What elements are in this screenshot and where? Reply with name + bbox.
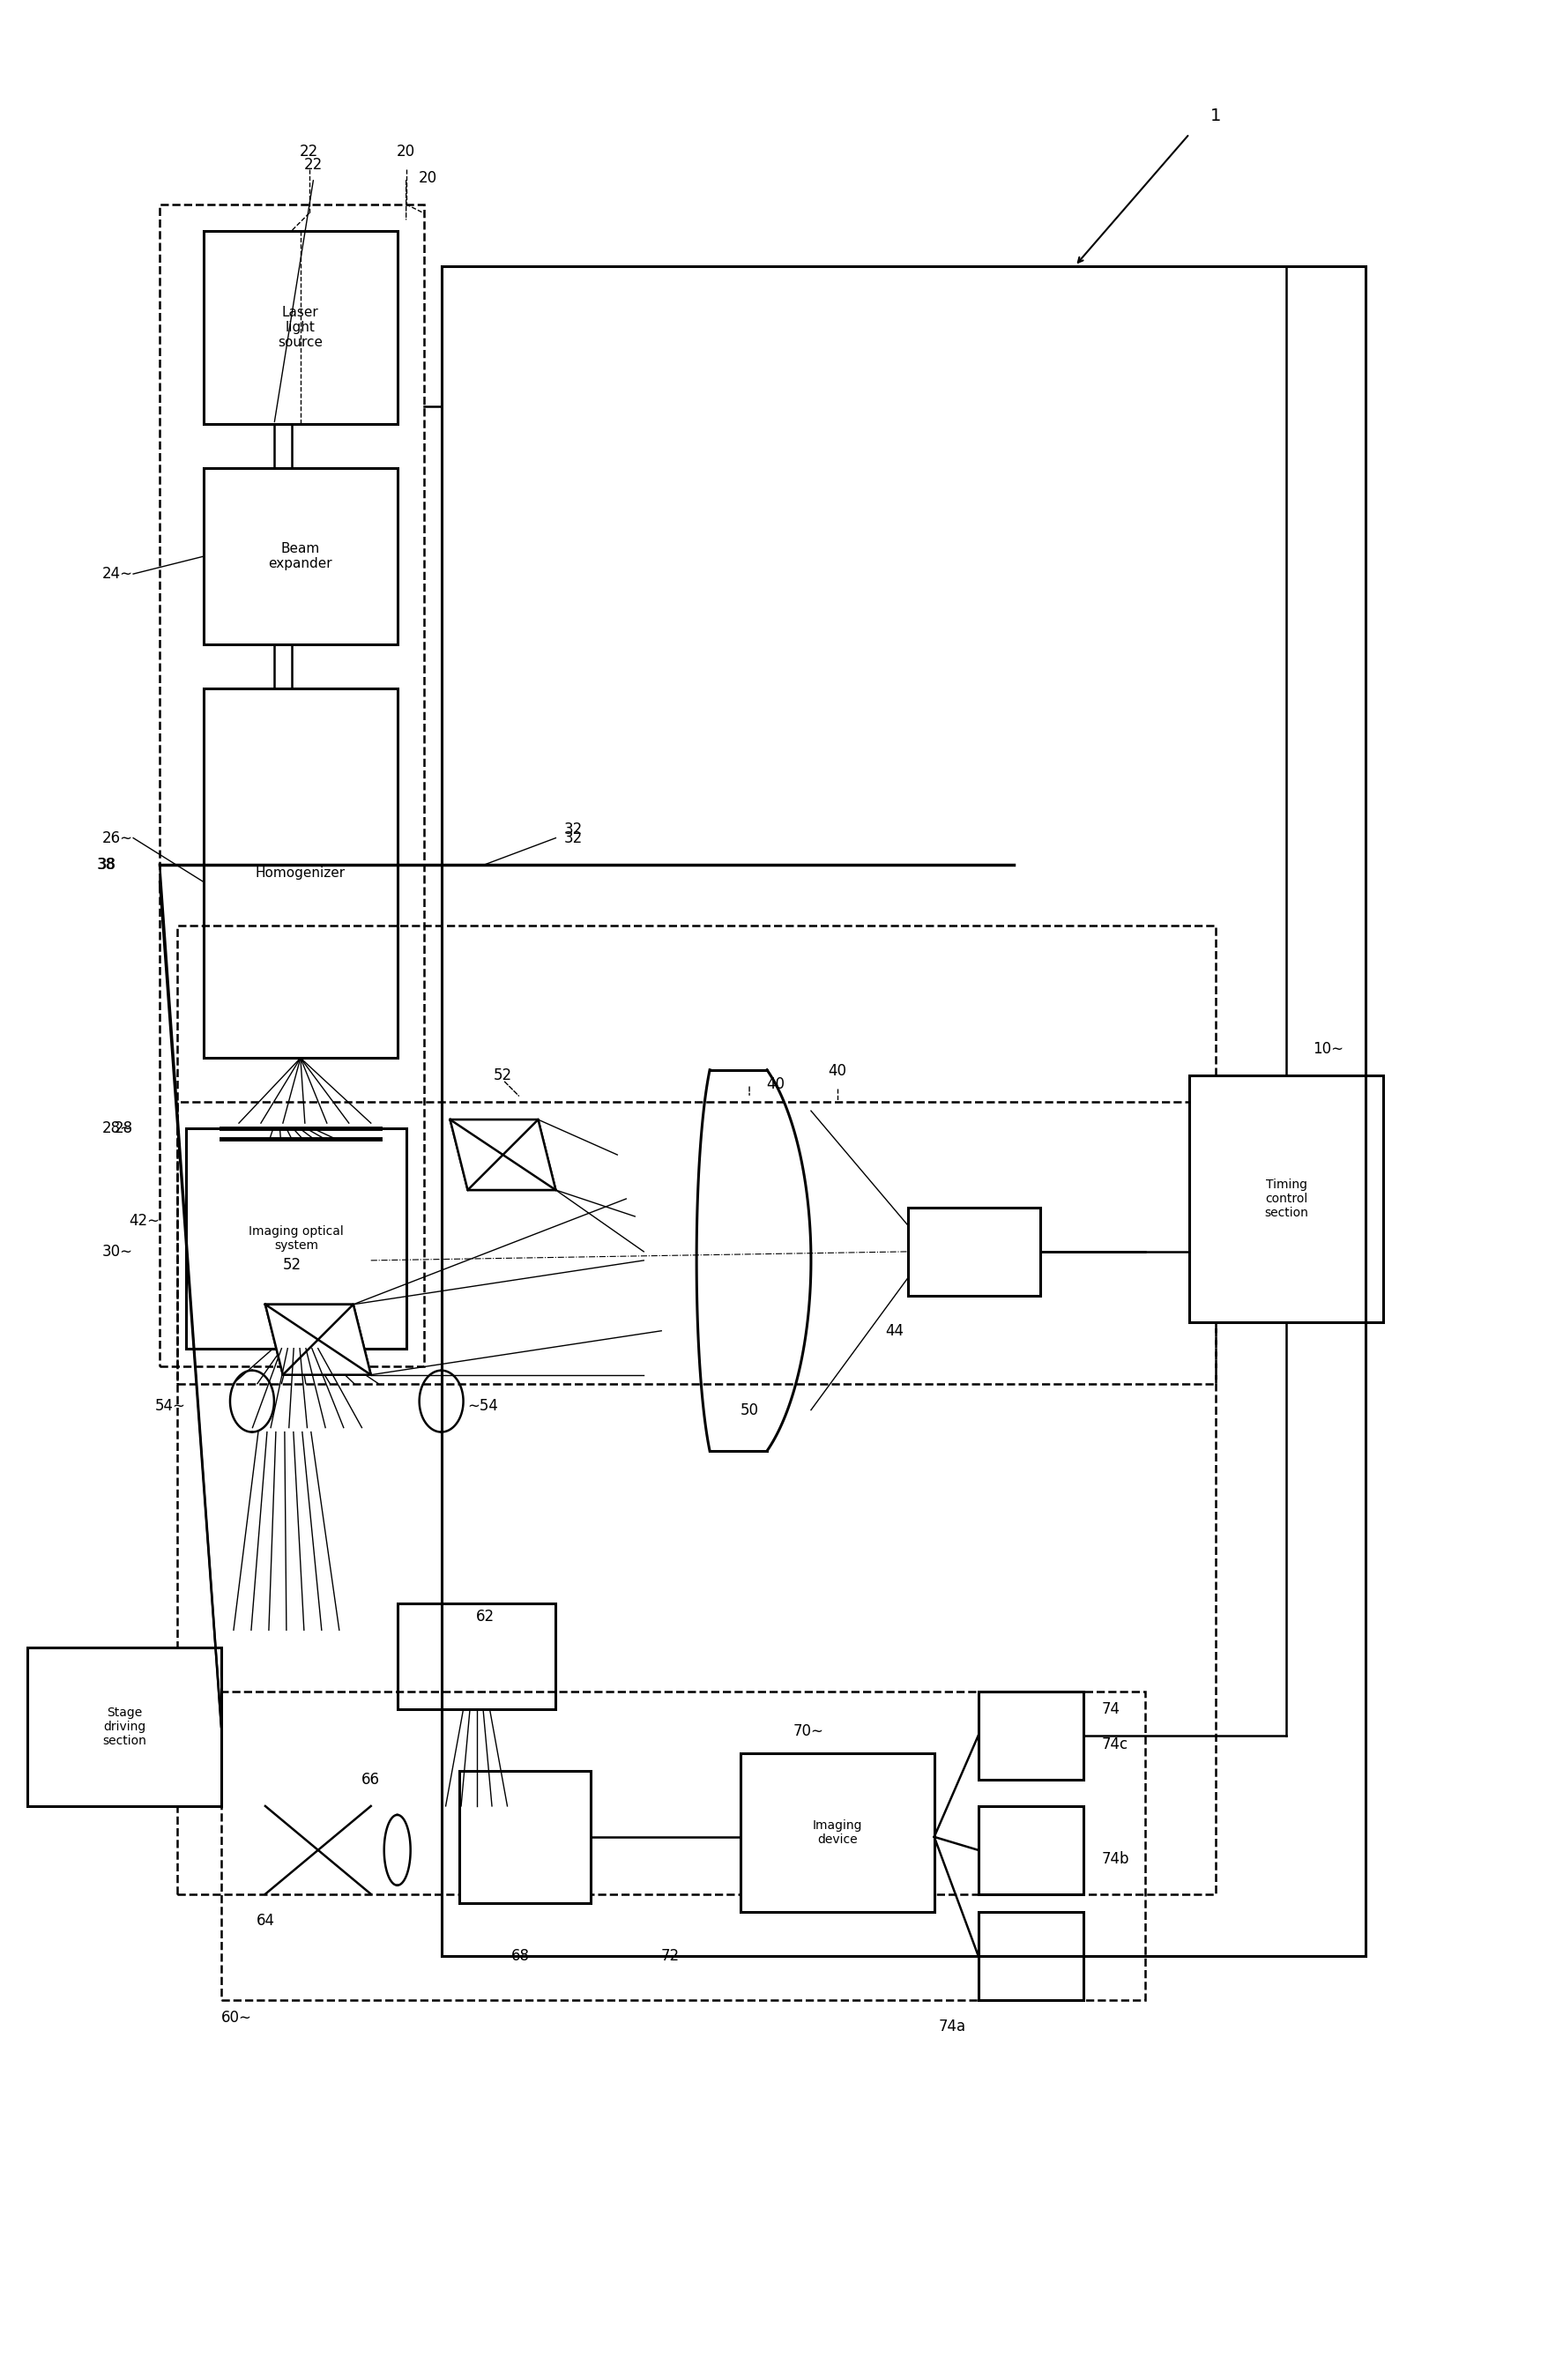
FancyBboxPatch shape bbox=[28, 1647, 222, 1806]
Text: Imaging
device: Imaging device bbox=[813, 1818, 863, 1847]
Text: 32: 32 bbox=[564, 821, 583, 838]
FancyBboxPatch shape bbox=[203, 469, 397, 645]
FancyBboxPatch shape bbox=[397, 1604, 556, 1709]
Text: 38: 38 bbox=[97, 857, 116, 873]
Text: 54∼: 54∼ bbox=[155, 1397, 186, 1414]
Text: 50: 50 bbox=[741, 1402, 758, 1418]
Text: 42∼: 42∼ bbox=[128, 1214, 159, 1228]
Text: 24∼: 24∼ bbox=[103, 566, 133, 581]
Text: 1: 1 bbox=[1210, 107, 1221, 124]
Text: 44: 44 bbox=[885, 1323, 903, 1338]
Text: 40: 40 bbox=[766, 1076, 785, 1092]
Text: 74: 74 bbox=[1102, 1702, 1121, 1718]
Text: 32: 32 bbox=[564, 831, 583, 845]
FancyBboxPatch shape bbox=[203, 231, 397, 424]
Text: Imaging optical
system: Imaging optical system bbox=[249, 1226, 344, 1252]
Text: Homogenizer: Homogenizer bbox=[255, 866, 345, 881]
Text: Stage
driving
section: Stage driving section bbox=[103, 1706, 147, 1747]
Text: 70∼: 70∼ bbox=[794, 1723, 824, 1740]
FancyBboxPatch shape bbox=[978, 1806, 1083, 1894]
Polygon shape bbox=[266, 1304, 370, 1376]
Text: Laser
light
source: Laser light source bbox=[278, 305, 324, 350]
Text: 60∼: 60∼ bbox=[222, 2009, 252, 2025]
FancyBboxPatch shape bbox=[203, 688, 397, 1059]
Text: 68: 68 bbox=[511, 1947, 530, 1964]
Text: 38: 38 bbox=[97, 857, 116, 873]
Text: 28: 28 bbox=[114, 1121, 133, 1135]
Text: 66: 66 bbox=[361, 1771, 380, 1787]
Text: 74c: 74c bbox=[1102, 1737, 1128, 1752]
FancyBboxPatch shape bbox=[460, 1771, 591, 1904]
Polygon shape bbox=[450, 1119, 556, 1190]
FancyBboxPatch shape bbox=[1189, 1076, 1383, 1321]
Text: ∼54: ∼54 bbox=[467, 1397, 499, 1414]
Text: 74a: 74a bbox=[938, 2018, 966, 2035]
Text: 28∼: 28∼ bbox=[103, 1121, 133, 1135]
Text: 20: 20 bbox=[419, 169, 438, 186]
Text: 52: 52 bbox=[283, 1257, 302, 1273]
Text: 22: 22 bbox=[305, 157, 324, 174]
Text: 40: 40 bbox=[828, 1064, 847, 1078]
Text: Beam
expander: Beam expander bbox=[269, 543, 333, 571]
FancyBboxPatch shape bbox=[741, 1754, 935, 1911]
Text: 74b: 74b bbox=[1102, 1852, 1128, 1866]
FancyBboxPatch shape bbox=[186, 1128, 406, 1349]
Text: 20: 20 bbox=[397, 143, 416, 159]
FancyBboxPatch shape bbox=[908, 1207, 1039, 1295]
FancyBboxPatch shape bbox=[978, 1911, 1083, 1999]
Text: 22: 22 bbox=[300, 143, 319, 159]
FancyBboxPatch shape bbox=[978, 1692, 1083, 1780]
Text: 52: 52 bbox=[494, 1069, 513, 1083]
Text: 62: 62 bbox=[477, 1609, 494, 1626]
Text: 30∼: 30∼ bbox=[103, 1245, 133, 1259]
Text: Timing
control
section: Timing control section bbox=[1264, 1178, 1308, 1219]
Text: 64: 64 bbox=[256, 1914, 275, 1928]
Text: 10∼: 10∼ bbox=[1313, 1042, 1344, 1057]
Text: 26∼: 26∼ bbox=[103, 831, 133, 845]
Text: 72: 72 bbox=[661, 1947, 680, 1964]
